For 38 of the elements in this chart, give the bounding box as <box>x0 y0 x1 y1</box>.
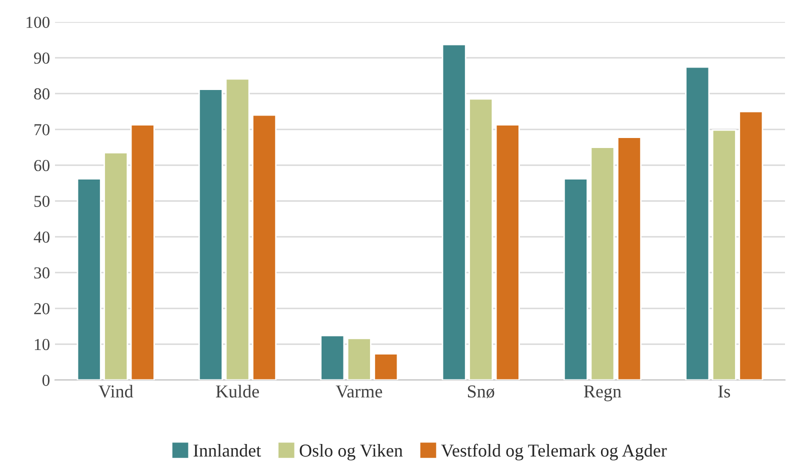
bar <box>442 44 466 380</box>
bar <box>130 124 155 380</box>
bar <box>617 136 642 380</box>
bar <box>374 353 398 380</box>
bar <box>495 124 520 380</box>
bar <box>346 338 372 380</box>
legend-label: Innlandet <box>194 444 262 457</box>
bar <box>563 178 588 380</box>
bar <box>738 110 764 380</box>
legend-label: Oslo og Viken <box>300 444 403 460</box>
y-tick-label: 80 <box>34 88 50 100</box>
y-tick-label: 50 <box>34 196 50 207</box>
bar <box>104 152 128 380</box>
bar <box>685 66 710 380</box>
x-tick-label: Vind <box>98 384 134 398</box>
bar <box>468 98 494 380</box>
bar <box>252 114 277 380</box>
y-tick-label: 70 <box>34 124 50 136</box>
bar <box>76 178 102 380</box>
y-tick-label: 100 <box>26 16 50 28</box>
x-tick-label: Varme <box>336 386 382 398</box>
x-tick-label: Snø <box>468 385 494 398</box>
bar <box>225 78 250 380</box>
bar <box>590 146 615 380</box>
bar <box>320 334 345 380</box>
y-tick-label: 20 <box>34 303 50 314</box>
legend-label: Vestfold og Telemark og Agder <box>441 444 667 460</box>
y-tick-label: 0 <box>42 374 50 386</box>
bar <box>712 129 736 380</box>
x-tick-label: Kulde <box>216 384 259 398</box>
bar <box>198 88 223 380</box>
x-tick-label: Regn <box>584 386 622 402</box>
y-tick-label: 30 <box>34 267 50 279</box>
x-tick-label: Is <box>718 386 730 398</box>
y-tick-label: 40 <box>34 232 50 243</box>
y-tick-label: 60 <box>34 160 50 172</box>
y-tick-label: 10 <box>34 338 50 350</box>
y-tick-label: 90 <box>34 52 50 64</box>
